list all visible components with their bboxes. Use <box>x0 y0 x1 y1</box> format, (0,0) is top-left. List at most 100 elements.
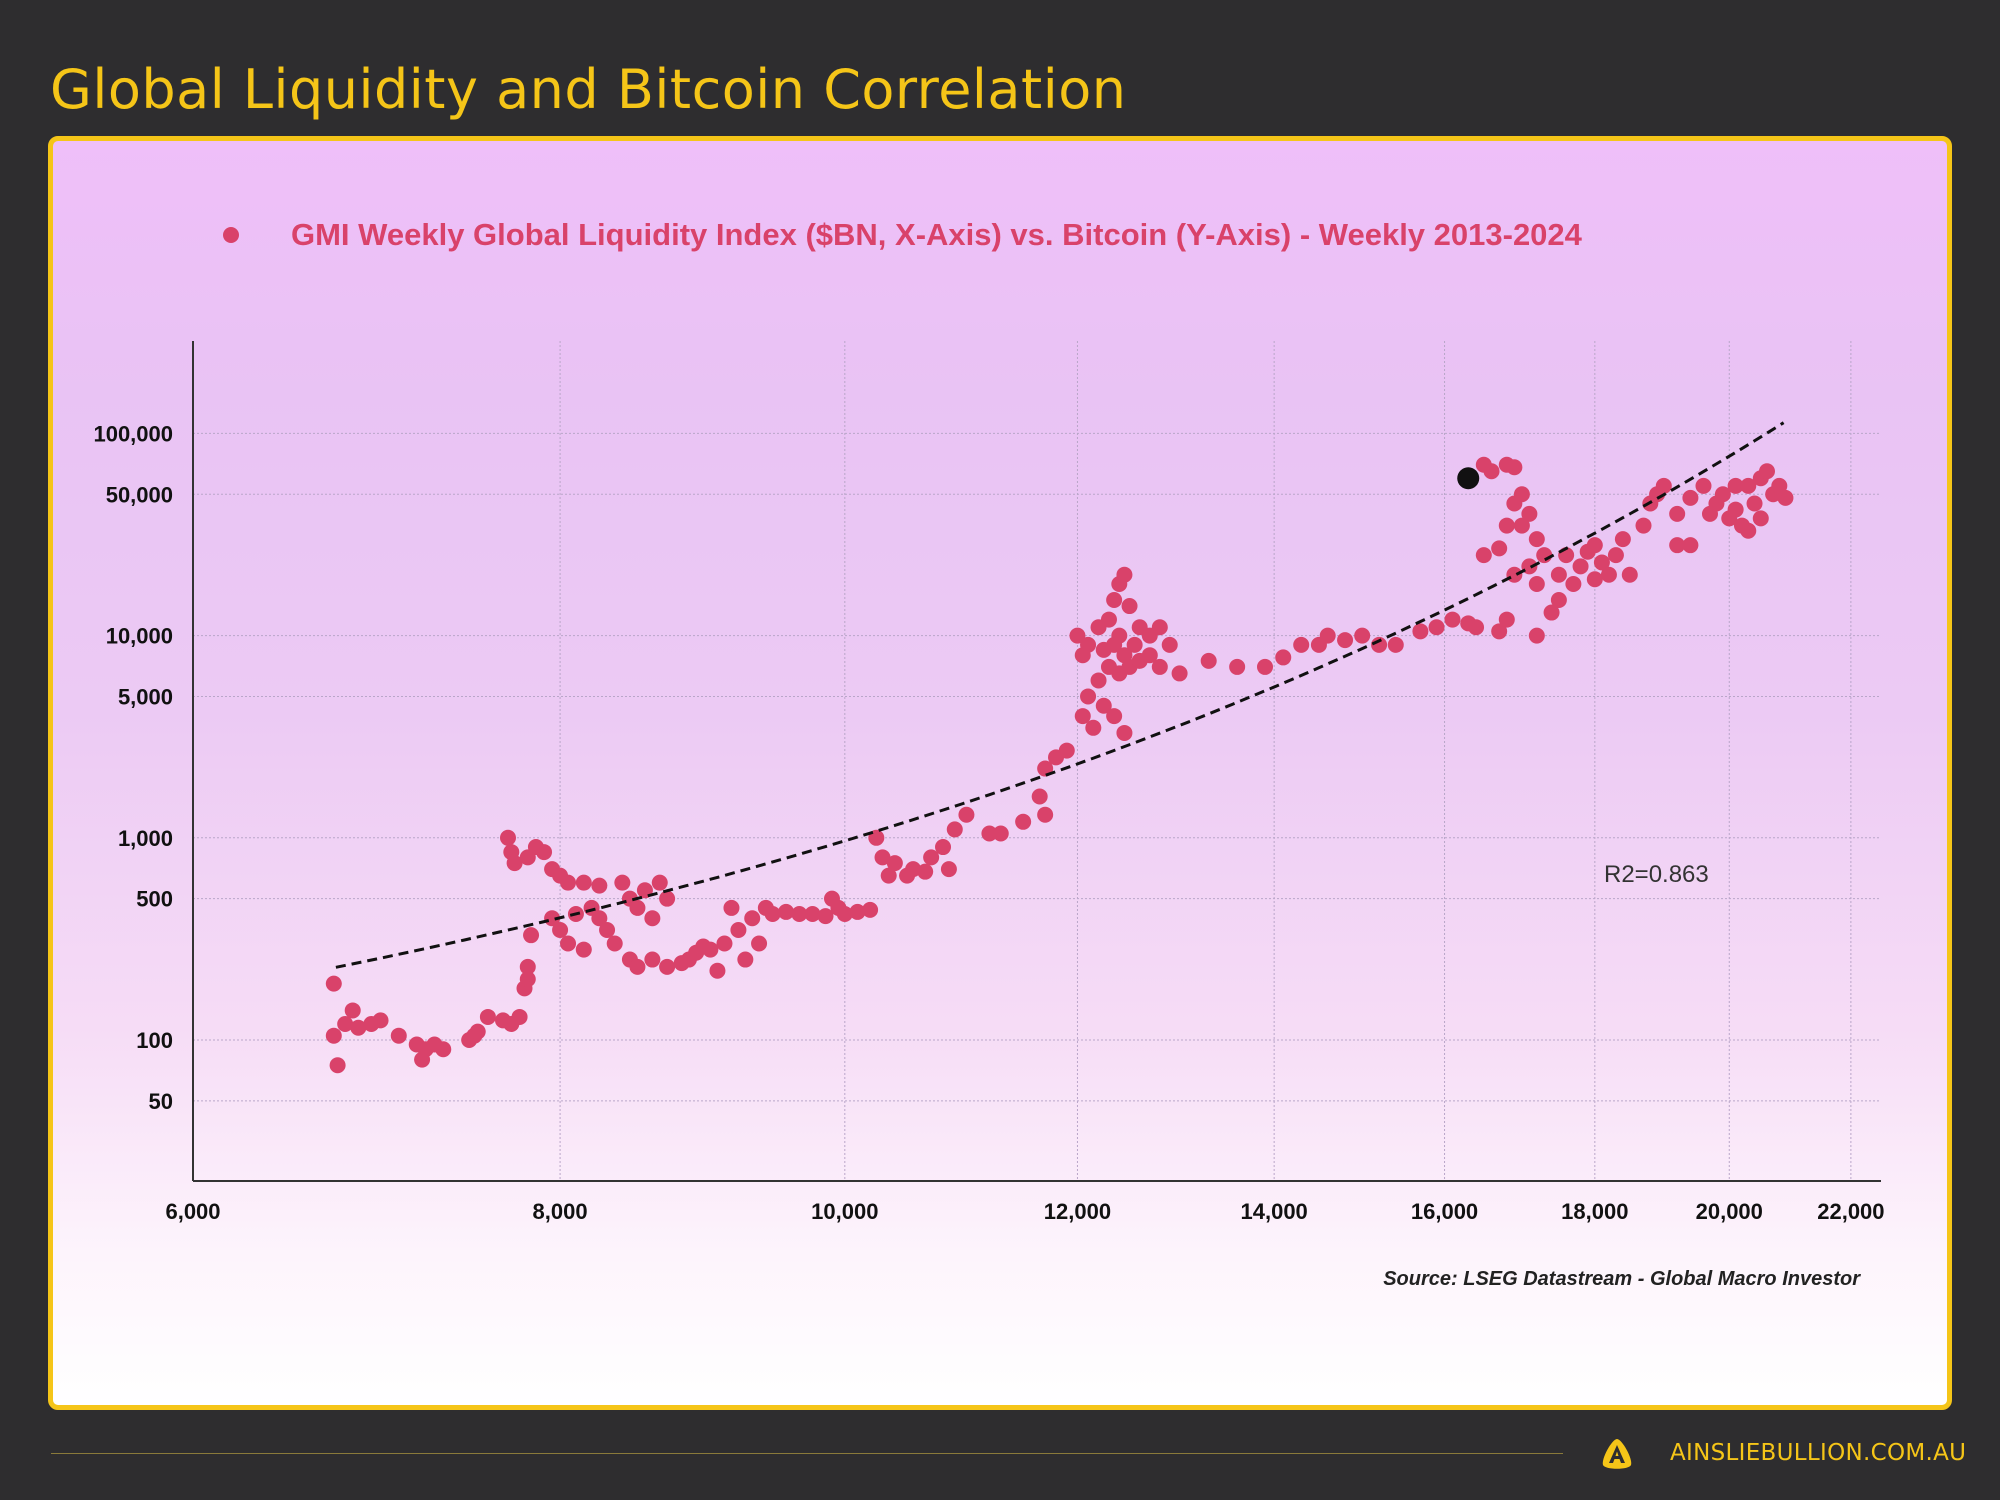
data-point <box>1621 566 1638 583</box>
data-point <box>751 935 768 952</box>
tick-labels: 6,000 8,000 10,000 12,000 14,000 16,000 18,000… <box>93 421 1884 1224</box>
x-tick-label: 14,000 <box>1241 1199 1308 1224</box>
data-point <box>1682 537 1699 554</box>
data-point <box>1015 813 1032 830</box>
data-point <box>651 874 668 891</box>
data-point <box>1080 688 1097 705</box>
x-tick-label: 8,000 <box>533 1199 588 1224</box>
grid <box>193 341 1881 1181</box>
data-point <box>344 1002 361 1019</box>
data-point <box>1528 531 1545 548</box>
axes <box>192 341 1881 1182</box>
data-point <box>764 905 781 922</box>
data-point <box>1126 636 1143 653</box>
data-point <box>1371 636 1388 653</box>
data-point <box>709 962 726 979</box>
data-point <box>1229 658 1246 675</box>
data-point <box>1074 708 1091 725</box>
data-point <box>1275 649 1292 666</box>
x-tick-label: 18,000 <box>1561 1199 1628 1224</box>
data-point <box>716 935 733 952</box>
data-point <box>1069 627 1086 644</box>
data-point <box>1498 517 1515 534</box>
data-point <box>923 849 940 866</box>
x-tick-label: 16,000 <box>1411 1199 1478 1224</box>
data-point <box>1468 619 1485 636</box>
y-tick-label: 100,000 <box>93 421 173 446</box>
data-point <box>337 1015 354 1032</box>
data-point <box>1200 652 1217 669</box>
y-tick-label: 50,000 <box>106 482 173 507</box>
data-point <box>1090 672 1107 689</box>
data-point <box>1669 505 1686 522</box>
data-points <box>325 456 1794 1074</box>
data-point <box>981 825 998 842</box>
data-point <box>1031 788 1048 805</box>
data-point <box>817 908 834 925</box>
x-tick-label: 20,000 <box>1696 1199 1763 1224</box>
data-point <box>629 958 646 975</box>
data-point <box>1491 623 1508 640</box>
data-point <box>1151 619 1168 636</box>
footer-site-link[interactable]: AINSLIEBULLION.COM.AU <box>1670 1440 1967 1466</box>
data-point <box>1106 708 1123 725</box>
data-point <box>940 861 957 878</box>
data-point <box>1593 554 1610 571</box>
data-point <box>791 905 808 922</box>
data-point <box>506 855 523 872</box>
data-point <box>836 905 853 922</box>
r-squared-annotation: R2=0.863 <box>1604 861 1709 888</box>
x-tick-label: 10,000 <box>811 1199 878 1224</box>
data-point <box>1141 647 1158 664</box>
data-point <box>1528 575 1545 592</box>
data-point <box>1387 636 1404 653</box>
source-note: Source: LSEG Datastream - Global Macro I… <box>1383 1268 1861 1290</box>
data-point <box>435 1041 452 1058</box>
data-point <box>1607 547 1624 564</box>
data-point <box>1635 517 1652 534</box>
data-point <box>1614 531 1631 548</box>
data-point <box>1550 591 1567 608</box>
data-point <box>1740 477 1757 494</box>
data-point <box>1085 719 1102 736</box>
data-point <box>1037 806 1054 823</box>
data-point <box>1319 627 1336 644</box>
data-point <box>1058 742 1075 759</box>
data-point <box>886 855 903 872</box>
y-tick-label: 1,000 <box>118 826 173 851</box>
data-point <box>1100 611 1117 628</box>
y-tick-label: 10,000 <box>106 624 173 649</box>
data-point <box>1513 486 1530 503</box>
data-point <box>659 958 676 975</box>
data-point <box>992 825 1009 842</box>
y-tick-label: 5,000 <box>118 684 173 709</box>
data-point <box>560 874 577 891</box>
data-point <box>575 874 592 891</box>
data-point <box>917 863 934 880</box>
data-point <box>1565 575 1582 592</box>
data-point <box>1758 463 1775 480</box>
data-point <box>1586 537 1603 554</box>
data-point <box>1116 566 1133 583</box>
data-point <box>1543 604 1560 621</box>
data-point <box>544 910 561 927</box>
data-point <box>1727 501 1744 518</box>
data-point <box>849 903 866 920</box>
data-point <box>737 951 754 968</box>
data-point <box>591 877 608 894</box>
data-point <box>730 921 747 938</box>
data-point <box>325 1027 342 1044</box>
data-point <box>723 899 740 916</box>
data-point <box>499 829 516 846</box>
data-point <box>1746 495 1763 512</box>
footer-divider <box>51 1453 1563 1454</box>
data-point <box>591 910 608 927</box>
data-point <box>1727 477 1744 494</box>
legend-marker-icon <box>223 227 239 243</box>
data-point <box>1777 489 1794 506</box>
data-point <box>606 935 623 952</box>
data-point <box>1655 477 1672 494</box>
data-point <box>1171 665 1188 682</box>
chart-panel <box>48 136 1952 1410</box>
